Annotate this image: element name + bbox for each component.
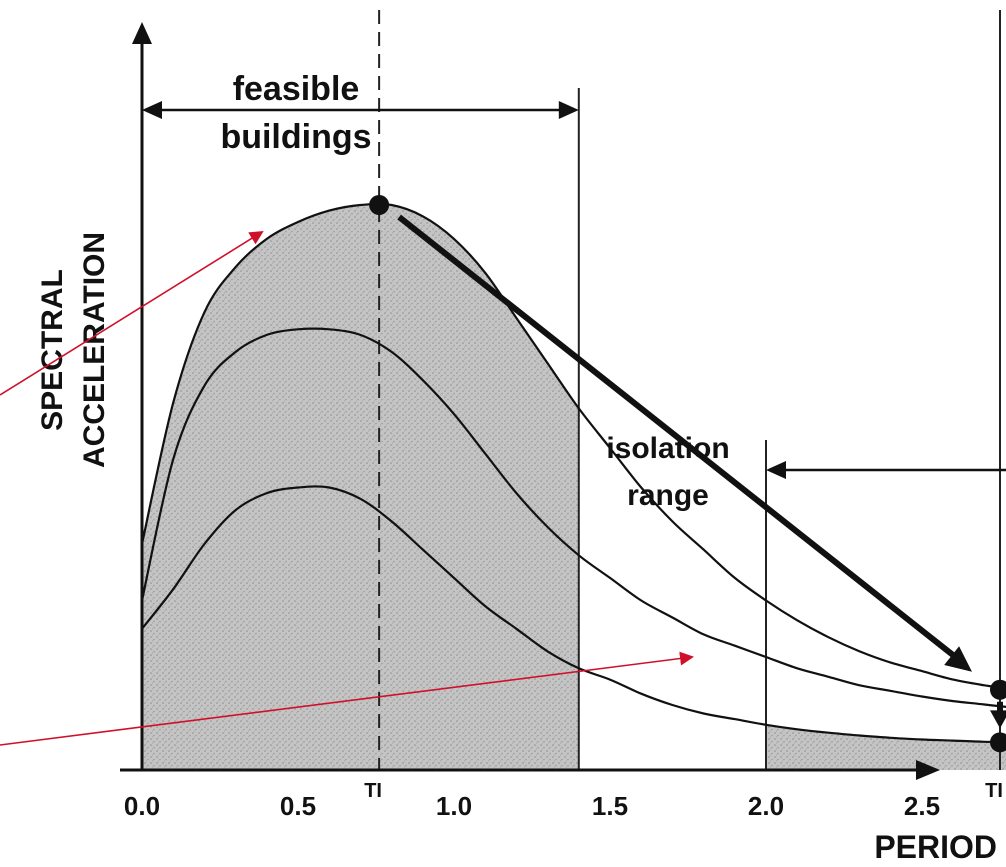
period-shift-arrows	[397, 214, 1006, 729]
isolation-range-arrowhead-left	[766, 461, 786, 479]
vertical-reference-lines	[378, 10, 1001, 770]
y-axis-label: SPECTRAL ACCELERATION	[36, 232, 111, 468]
feasible-label-line2: buildings	[220, 118, 371, 156]
y-axis-label-line2: ACCELERATION	[78, 232, 111, 468]
y-axis-label-line1: SPECTRAL	[36, 269, 69, 431]
series-line-20pct	[141, 485, 1006, 744]
isolation-shaded-area	[766, 724, 1006, 770]
x-tick-label: 1.0	[436, 791, 472, 821]
red-annotation-arrow-2	[0, 651, 694, 746]
x-tick-label: 2.0	[748, 791, 784, 821]
x-axis-label: PERIOD	[874, 829, 997, 865]
red-annotation-arrows	[0, 230, 694, 746]
shaded-area-layer	[142, 203, 1006, 770]
feasible-shaded-area	[142, 203, 579, 770]
period-shift-arrowhead	[944, 646, 972, 672]
marked-point-3	[990, 732, 1006, 753]
feasible-buildings-annotation: feasible buildings	[142, 70, 579, 156]
marked-points	[369, 195, 1006, 753]
isolation-range-annotation: isolation range	[606, 432, 1006, 512]
series-line-5pct	[140, 202, 1006, 690]
x-tick-labels: 0.00.51.01.52.02.53.0TITI	[124, 780, 1003, 821]
isolation-label-line2: range	[627, 479, 709, 512]
y-axis-arrow	[132, 22, 152, 44]
axes	[120, 22, 940, 780]
period-marker-label-1: TI	[364, 780, 382, 802]
feasible-label-line1: feasible	[233, 70, 360, 108]
x-tick-label: 0.5	[280, 791, 316, 821]
series-layer	[140, 202, 1006, 744]
red-annotation-arrow-1	[0, 230, 264, 396]
x-tick-label: 0.0	[124, 791, 160, 821]
marked-point-1	[369, 195, 390, 215]
feasible-range-arrowhead-right	[558, 101, 579, 119]
x-tick-label: 2.5	[904, 791, 940, 821]
period-shift-arrow-line	[397, 214, 966, 667]
x-tick-label: 1.5	[592, 791, 628, 821]
marked-point-2	[990, 679, 1006, 700]
period-marker-label-2: TI	[985, 780, 1003, 802]
series-line-10pct	[140, 327, 1006, 709]
x-axis-arrow	[916, 760, 940, 780]
damping-shift-arrowhead	[990, 710, 1006, 729]
feasible-range-arrowhead-left	[142, 101, 162, 119]
